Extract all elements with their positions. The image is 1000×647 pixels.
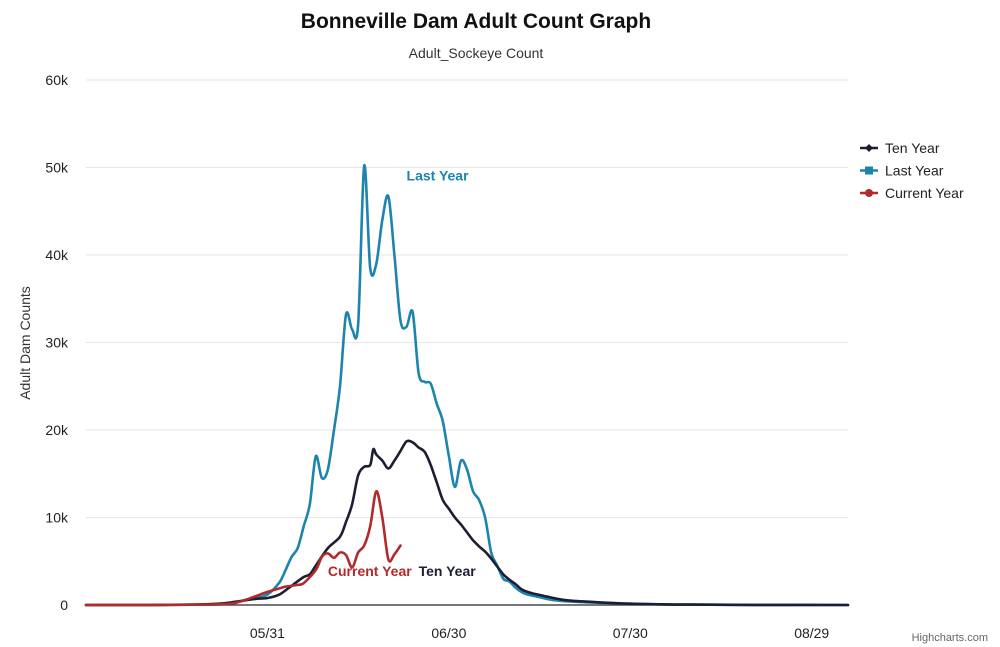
legend-item-last-year[interactable]: Last Year	[860, 163, 944, 179]
legend-label: Last Year	[885, 163, 944, 179]
chart-subtitle: Adult_Sockeye Count	[409, 45, 544, 61]
credit-link[interactable]: Highcharts.com	[912, 632, 988, 644]
annotation-ten-year: Ten Year	[419, 563, 477, 579]
y-tick-label: 50k	[45, 160, 69, 176]
series-line-last-year[interactable]	[84, 164, 850, 607]
legend-label: Current Year	[885, 185, 964, 201]
x-tick-label: 06/30	[431, 625, 466, 641]
y-tick-label: 60k	[45, 72, 69, 88]
diamond-marker-icon	[865, 144, 873, 152]
annotations: Ten Year Last Year Current Year	[328, 168, 476, 580]
x-tick-label: 08/29	[794, 625, 829, 641]
y-tick-label: 0	[60, 597, 68, 613]
y-tick-label: 40k	[45, 247, 69, 263]
x-tick-label: 07/30	[613, 625, 648, 641]
x-axis: 05/31 06/30 07/30 08/29	[250, 625, 830, 641]
series-line-ten-year[interactable]	[84, 439, 850, 607]
legend-item-ten-year[interactable]: Ten Year	[860, 140, 940, 156]
y-tick-label: 10k	[45, 510, 69, 526]
y-axis: 0 10k 20k 30k 40k 50k 60k	[45, 72, 69, 613]
y-tick-label: 30k	[45, 335, 69, 351]
annotation-last-year: Last Year	[407, 168, 470, 184]
plot-area	[84, 164, 850, 607]
series-line-current-year[interactable]	[84, 489, 402, 607]
circle-marker-icon	[865, 189, 873, 197]
legend-item-current-year[interactable]: Current Year	[860, 185, 964, 201]
y-axis-label: Adult Dam Counts	[17, 286, 33, 400]
x-tick-label: 05/31	[250, 625, 285, 641]
legend-label: Ten Year	[885, 140, 940, 156]
legend: Ten Year Last Year Current Year	[860, 140, 964, 201]
chart-title: Bonneville Dam Adult Count Graph	[301, 10, 651, 33]
annotation-current-year: Current Year	[328, 563, 412, 579]
y-tick-label: 20k	[45, 422, 69, 438]
grid	[86, 79, 848, 606]
square-marker-icon	[865, 166, 873, 175]
